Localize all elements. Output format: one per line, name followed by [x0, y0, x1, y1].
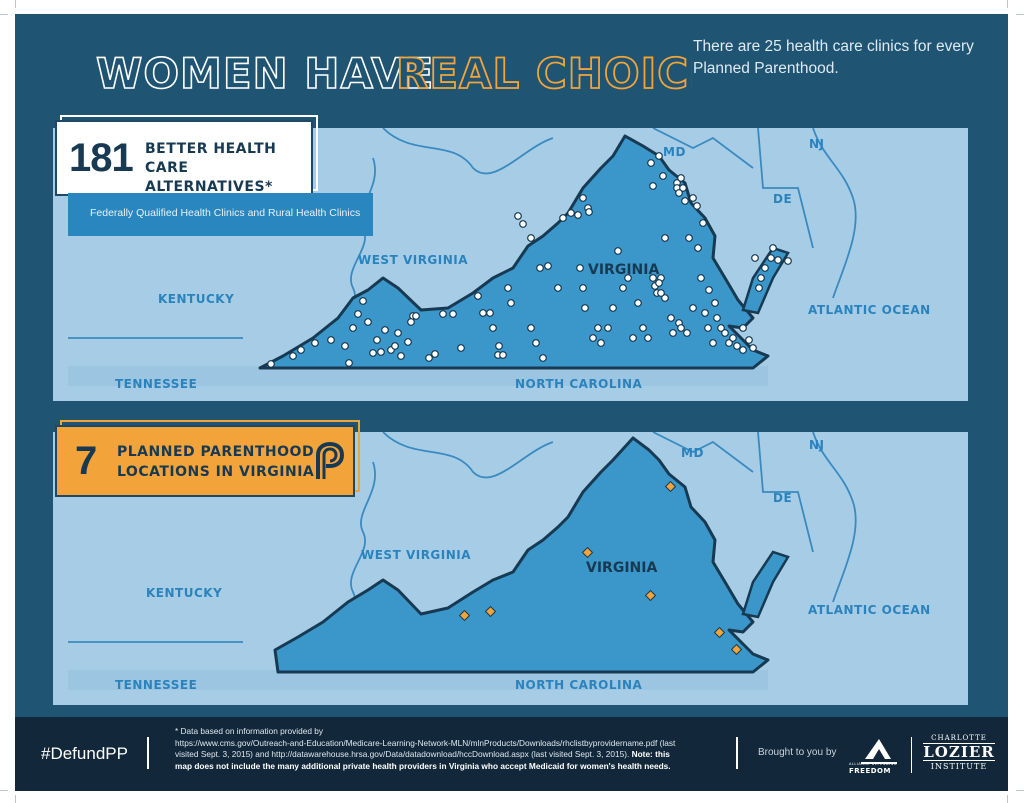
- virginia-shape: [273, 436, 770, 674]
- clinic-count: 181: [69, 136, 134, 180]
- alliance-defending-freedom-logo: [861, 739, 897, 764]
- pp-marker: [458, 609, 471, 622]
- subtitle: There are 25 health care clinics for eve…: [693, 38, 974, 77]
- clinic-count-label: BETTER HEALTH CARE ALTERNATIVES*: [145, 140, 311, 197]
- state-border-de: [757, 432, 814, 553]
- org2-line1: CHARLOTTE: [923, 734, 995, 744]
- map-land-strip: [68, 670, 768, 690]
- org2-line2: LOZIER: [923, 743, 995, 761]
- label-north-carolina: NORTH CAROLINA: [515, 377, 643, 391]
- label-kentucky: KENTUCKY: [146, 586, 222, 600]
- footnote-note-label: Note: this: [631, 749, 670, 760]
- footer-divider: [147, 737, 149, 769]
- virginia-eastern-shore: [741, 550, 790, 619]
- footnote-source-link-2[interactable]: visited Sept. 3, 2015) and http://datawa…: [175, 749, 630, 760]
- coastline-east: [812, 432, 857, 603]
- brought-to-you-by: Brought to you by: [758, 747, 837, 758]
- pp-marker: [730, 643, 743, 656]
- state-border-wv-north: [382, 432, 554, 479]
- pp-count-label: PLANNED PARENTHOOD LOCATIONS IN VIRGINIA: [117, 442, 314, 482]
- crop-mark: [0, 790, 8, 791]
- pp-count: 7: [75, 439, 98, 483]
- label-kentucky: KENTUCKY: [158, 292, 234, 306]
- org1-name: FREEDOM: [849, 767, 891, 775]
- label-atlantic-ocean: ATLANTIC OCEAN: [808, 603, 931, 617]
- label-west-virginia: WEST VIRGINIA: [361, 548, 471, 562]
- clinic-count-box: 181 BETTER HEALTH CARE ALTERNATIVES*: [55, 120, 313, 196]
- virginia-eastern-shore: [741, 246, 790, 315]
- label-nj: NJ: [809, 137, 825, 151]
- label-virginia: VIRGINIA: [588, 262, 659, 278]
- pp-marker: [664, 480, 677, 493]
- footnote-source-link-1[interactable]: https://www.cms.gov/Outreach-and-Educati…: [175, 737, 676, 748]
- state-border-md: [652, 432, 754, 473]
- footnote-line1: * Data based on information provided by: [175, 726, 324, 736]
- headline-part2: REAL CHOICES: [396, 49, 692, 98]
- pp-marker: [581, 546, 594, 559]
- label-virginia: VIRGINIA: [586, 560, 657, 576]
- pp-count-box: 7 PLANNED PARENTHOOD LOCATIONS IN VIRGIN…: [55, 425, 355, 497]
- map-planned-parenthood: MD NJ DE WEST VIRGINIA KENTUCKY VIRGINIA…: [68, 432, 931, 692]
- footnote: * Data based on information provided by …: [175, 726, 715, 772]
- label-atlantic-ocean: ATLANTIC OCEAN: [808, 303, 931, 317]
- label-nj: NJ: [809, 438, 825, 452]
- pp-marker: [484, 605, 497, 618]
- org2-line3: INSTITUTE: [923, 760, 995, 771]
- crop-mark: [1007, 795, 1008, 803]
- label-de: DE: [773, 491, 792, 505]
- headline-part1: WOMEN HAVE: [96, 49, 434, 98]
- footer: #DefundPP * Data based on information pr…: [15, 717, 1008, 791]
- crop-mark: [0, 14, 8, 15]
- map-clinics: MD NJ DE WEST VIRGINIA KENTUCKY VIRGINIA…: [68, 128, 931, 391]
- crop-mark: [1016, 14, 1024, 15]
- footnote-note-text: map does not include the many additional…: [175, 760, 671, 771]
- state-border-de: [757, 128, 814, 249]
- footer-divider: [911, 737, 912, 773]
- planned-parenthood-logo: [316, 441, 345, 479]
- label-tennessee: TENNESSEE: [115, 377, 197, 391]
- clinic-label-line2: CARE ALTERNATIVES*: [145, 160, 273, 195]
- clinic-type-band: Federally Qualified Health Clinics and R…: [68, 193, 373, 236]
- label-west-virginia: WEST VIRGINIA: [358, 253, 468, 267]
- label-md: MD: [663, 145, 686, 159]
- label-tennessee: TENNESSEE: [115, 678, 197, 692]
- state-border-md: [652, 128, 754, 169]
- label-north-carolina: NORTH CAROLINA: [515, 678, 643, 692]
- footer-divider: [736, 737, 738, 769]
- pp-marker: [713, 626, 726, 639]
- map-land-strip: [68, 366, 768, 386]
- coastline-east: [812, 128, 857, 299]
- pp-label-line2: LOCATIONS IN VIRGINIA: [117, 464, 315, 480]
- label-md: MD: [681, 446, 704, 460]
- charlotte-lozier-institute-logo: CHARLOTTE LOZIER INSTITUTE: [923, 734, 995, 771]
- virginia-shape: [258, 134, 770, 370]
- crop-mark: [15, 0, 16, 8]
- crop-mark: [1007, 0, 1008, 8]
- pp-label-line1: PLANNED PARENTHOOD: [117, 444, 315, 460]
- clinic-label-line1: BETTER HEALTH: [145, 141, 277, 157]
- clinic-dots: [267, 152, 792, 368]
- crop-mark: [15, 795, 16, 803]
- hashtag[interactable]: #DefundPP: [41, 744, 128, 763]
- org1-subtitle: ALLIANCE DEFENDING: [849, 762, 897, 766]
- label-de: DE: [773, 192, 792, 206]
- pp-marker: [644, 589, 657, 602]
- headline: WOMEN HAVE REAL CHOICES: [82, 38, 750, 108]
- crop-mark: [1016, 790, 1024, 791]
- planned-parenthood-markers: [458, 480, 743, 656]
- state-border-wv-north: [382, 128, 554, 175]
